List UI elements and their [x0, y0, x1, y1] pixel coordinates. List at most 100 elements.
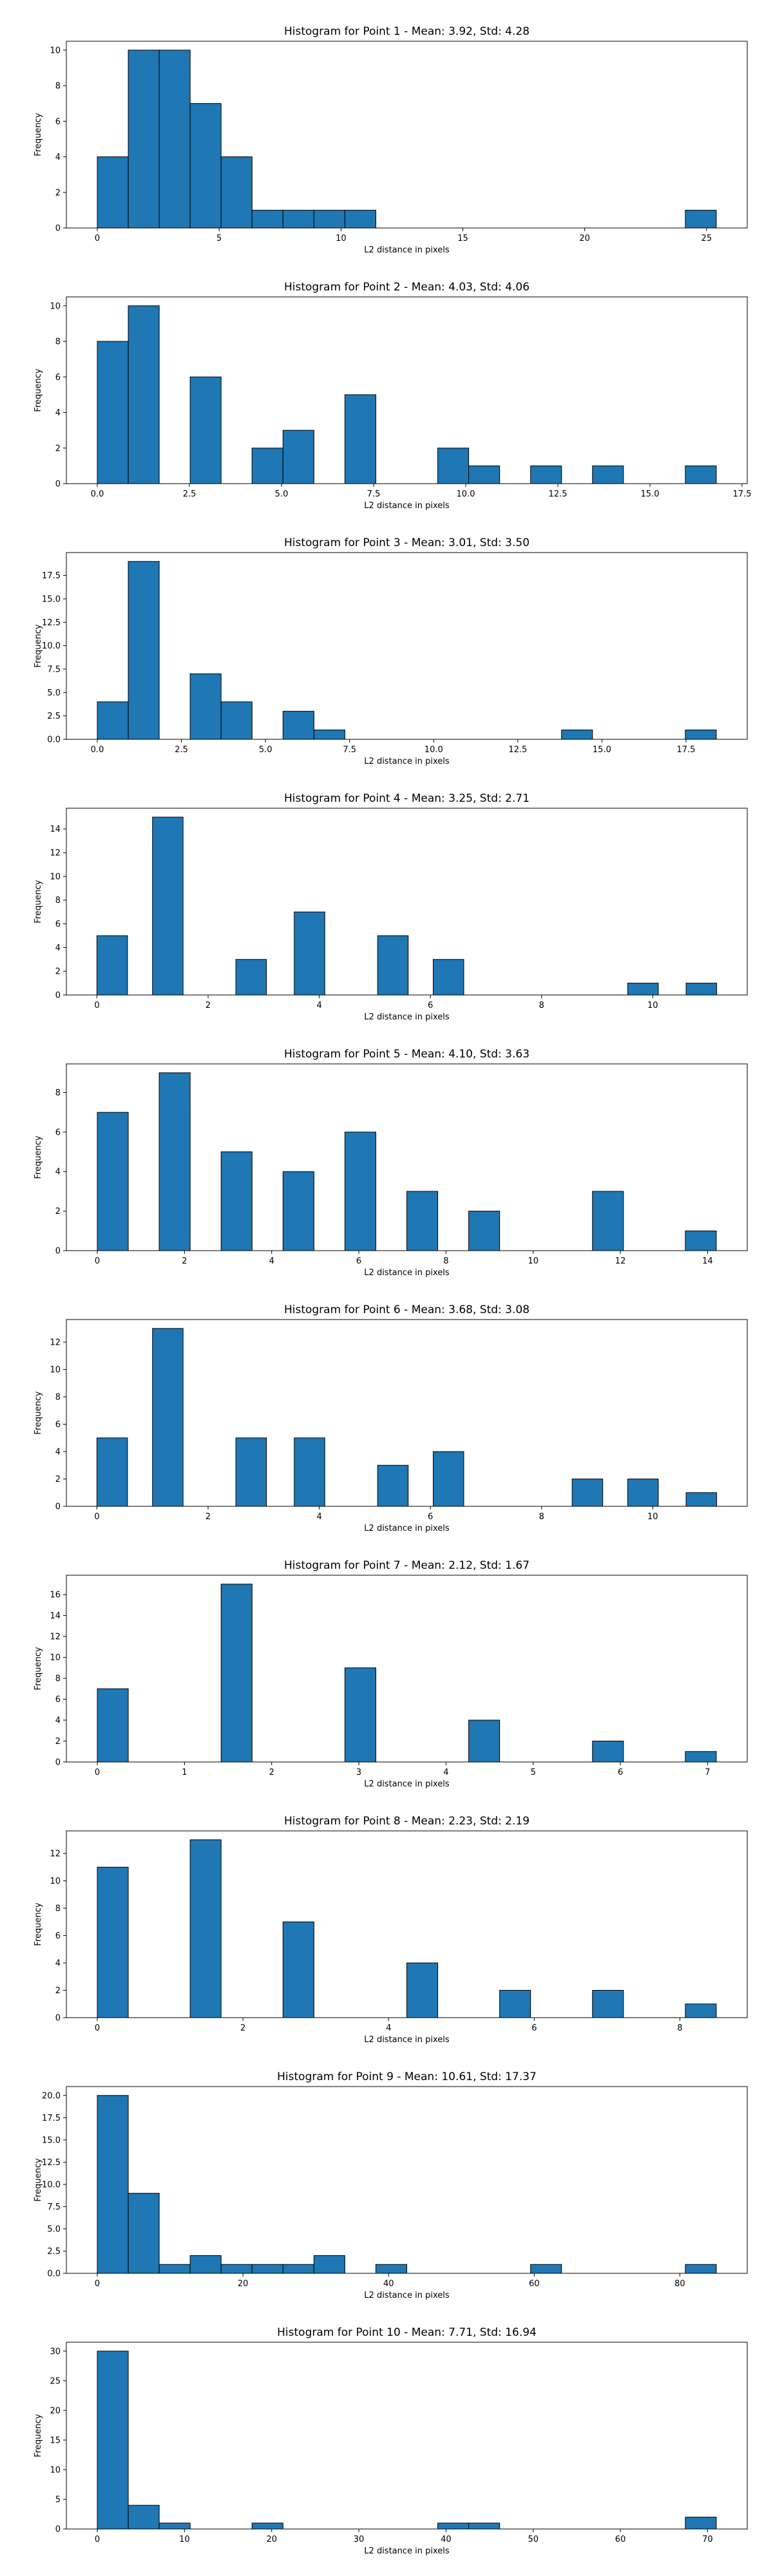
x-tick-label: 10 [647, 1512, 658, 1522]
histogram-bar [313, 729, 345, 740]
x-tick-label: 8 [443, 1256, 448, 1266]
histogram-bar [468, 1211, 501, 1251]
x-tick-label: 8 [677, 2023, 682, 2033]
histogram-bar [685, 2003, 717, 2018]
histogram-bar [437, 448, 470, 484]
x-tick-label: 12.5 [549, 489, 568, 499]
y-tick-label: 2.5 [47, 2247, 61, 2257]
histogram-bar [499, 1990, 531, 2018]
y-tick-label: 12 [50, 1850, 61, 1859]
chart-panel-5: 0 2 4 6 8 10 12 14 0 2 4 6 8 Histogram for Point 5 - … [33, 1048, 748, 1278]
y-tick-label: 0 [55, 1758, 61, 1768]
chart-title: Histogram for Point 8 - Mean: 2.23, Std:… [284, 1815, 530, 1828]
y-tick-label: 0 [55, 2014, 61, 2023]
y-axis-label: Frequency [33, 2158, 43, 2201]
y-axis-label: Frequency [33, 2414, 43, 2457]
histogram-bar [128, 2193, 160, 2274]
histogram-bar [282, 430, 314, 484]
histogram-bar [685, 2264, 717, 2274]
histogram-bar [432, 959, 464, 996]
x-axis-label: L2 distance in pixels [364, 1524, 450, 1533]
histogram-bar [592, 1990, 624, 2018]
histogram-bar [189, 1839, 222, 2018]
x-tick-label: 2.5 [175, 745, 188, 755]
chart-panel-4: 0 2 4 6 8 10 0 2 4 6 8 10 12 14 Histogram for Point 4 … [33, 792, 748, 1022]
histogram-bar [158, 50, 191, 229]
axes-frame [66, 2086, 748, 2274]
histogram-bar [235, 1437, 267, 1507]
x-tick-label: 60 [615, 2535, 626, 2544]
histogram-bar [235, 959, 267, 996]
y-tick-label: 17.5 [42, 2114, 61, 2123]
x-tick-label: 5.0 [259, 745, 272, 755]
y-tick-label: 10 [50, 301, 61, 311]
x-tick-label: 6 [428, 1001, 433, 1010]
x-tick-label: 4 [269, 1256, 274, 1266]
y-tick-label: 14 [50, 1611, 61, 1621]
x-tick-label: 2 [269, 1768, 274, 1777]
histogram-bar [282, 1921, 314, 2018]
x-tick-label: 6 [356, 1256, 361, 1266]
chart-title: Histogram for Point 1 - Mean: 3.92, Std:… [284, 25, 530, 38]
y-tick-label: 12.5 [42, 618, 61, 628]
histogram-bar [220, 156, 253, 229]
y-tick-label: 10.0 [42, 2180, 61, 2190]
y-tick-label: 15.0 [42, 594, 61, 604]
x-tick-label: 4 [316, 1001, 321, 1010]
axes-frame [66, 1319, 748, 1507]
x-tick-label: 3 [356, 1768, 361, 1777]
x-tick-label: 12.5 [508, 745, 527, 755]
y-tick-label: 0 [55, 2525, 61, 2535]
histogram-bar [282, 2264, 314, 2274]
x-tick-label: 0.0 [91, 745, 104, 755]
x-tick-label: 10 [336, 234, 347, 243]
axes-frame [66, 808, 748, 996]
x-tick-label: 0 [94, 1001, 99, 1010]
chart-panel-3: 0.0 2.5 5.0 7.5 10.0 12.5 15.0 17.5 0.0 2.5 5.0 7.5… [33, 536, 748, 766]
histogram-bar [344, 1132, 376, 1251]
y-tick-label: 5 [55, 2495, 61, 2505]
y-tick-label: 6 [55, 1695, 61, 1705]
histogram-bar [96, 935, 128, 996]
x-tick-label: 10.0 [457, 489, 475, 499]
histogram-bar [377, 1464, 409, 1507]
x-tick-label: 0 [95, 234, 100, 243]
y-axis-label: Frequency [33, 113, 43, 156]
y-axis-label: Frequency [33, 880, 43, 923]
y-tick-label: 4 [55, 1959, 61, 1969]
y-axis-label: Frequency [33, 1647, 43, 1690]
y-tick-label: 6 [55, 1128, 61, 1137]
x-tick-label: 4 [386, 2023, 391, 2033]
x-tick-label: 14 [702, 1256, 713, 1266]
y-tick-label: 20.0 [42, 2091, 61, 2101]
x-tick-label: 50 [528, 2535, 539, 2544]
histogram-bar [96, 1437, 128, 1507]
y-tick-label: 8 [55, 1088, 61, 1098]
y-tick-label: 12.5 [42, 2158, 61, 2168]
y-tick-label: 8 [55, 896, 61, 905]
y-tick-label: 15 [50, 2436, 61, 2445]
histogram-bar [468, 1719, 501, 1763]
axes-frame [66, 296, 748, 484]
chart-panel-6: 0 2 4 6 8 10 0 2 4 6 8 10 12 Histogram for Point 6 - … [33, 1303, 748, 1533]
x-tick-label: 20 [579, 234, 590, 243]
histogram-bar [375, 2264, 408, 2274]
histogram-bar [282, 1171, 314, 1251]
y-tick-label: 12 [50, 1338, 61, 1348]
y-tick-label: 5.0 [47, 2224, 61, 2234]
y-tick-label: 8 [55, 1393, 61, 1403]
histogram-bar [344, 394, 376, 484]
histogram-bar [97, 1112, 129, 1251]
x-tick-label: 15.0 [593, 745, 611, 755]
histogram-bar [97, 156, 129, 229]
chart-panel-1: 0 5 10 15 20 25 0 2 4 6 8 10 Histogram for Point 1 -… [33, 25, 748, 255]
axes-frame [66, 1830, 748, 2018]
histogram-bar [437, 2523, 470, 2530]
y-tick-label: 0 [55, 1247, 61, 1256]
y-axis-label: Frequency [33, 624, 43, 667]
histogram-bar [282, 209, 314, 229]
y-tick-label: 20 [50, 2406, 61, 2416]
x-axis-label: L2 distance in pixels [364, 1268, 450, 1278]
histogram-bar [97, 1688, 129, 1763]
x-tick-label: 60 [529, 2279, 540, 2289]
